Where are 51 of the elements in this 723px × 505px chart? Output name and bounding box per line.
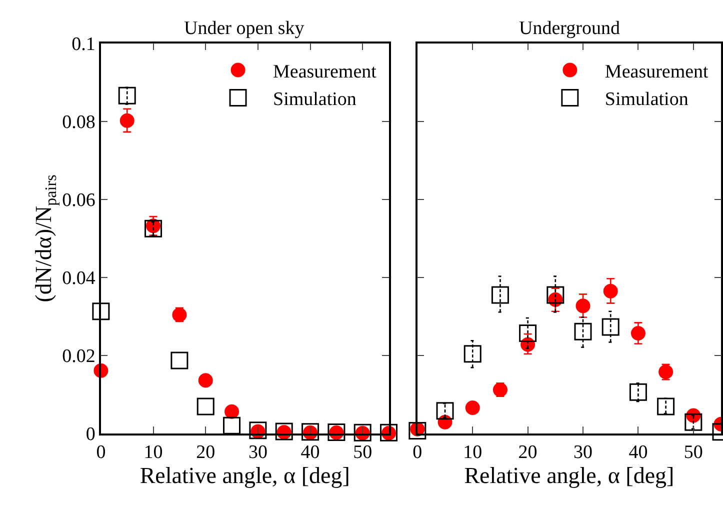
x-tick-label: 50 xyxy=(353,442,372,464)
chart-title: Under open sky xyxy=(184,18,305,39)
legend-label: Simulation xyxy=(604,89,689,110)
point xyxy=(170,352,188,370)
x-tick-label: 20 xyxy=(196,442,216,464)
point xyxy=(629,383,647,401)
x-tick-label: 30 xyxy=(574,442,593,464)
x-tick-label: 50 xyxy=(684,442,703,464)
x-tick-label: 10 xyxy=(144,442,163,464)
point xyxy=(576,298,590,314)
y-tick-label: 0.1 xyxy=(72,34,96,56)
y-tick-label: 0.02 xyxy=(62,346,96,368)
point xyxy=(224,404,240,419)
x-tick-label: 40 xyxy=(300,442,320,464)
x-axis-title: Relative angle, α [deg] xyxy=(464,463,674,488)
point xyxy=(436,402,454,420)
x-tick-label: 0 xyxy=(412,442,422,464)
legend-label: Measurement xyxy=(273,61,378,82)
point xyxy=(684,413,702,431)
y-tick-label: 0.04 xyxy=(62,268,96,290)
point xyxy=(118,86,136,104)
point xyxy=(198,373,213,388)
y-tick-label: 0.06 xyxy=(62,190,96,212)
point xyxy=(492,382,508,398)
point xyxy=(491,286,509,304)
x-tick-label: 20 xyxy=(518,442,538,464)
point xyxy=(546,286,564,304)
point xyxy=(464,345,482,363)
x-tick-label: 30 xyxy=(248,442,268,464)
point xyxy=(223,416,241,434)
point xyxy=(519,324,537,342)
point xyxy=(465,400,480,415)
point xyxy=(120,113,134,128)
point xyxy=(603,284,618,298)
point xyxy=(408,422,426,440)
chart-title: Underground xyxy=(519,18,620,39)
point xyxy=(574,322,592,340)
x-axis-title: Relative angle, α [deg] xyxy=(140,463,350,488)
point xyxy=(658,364,674,380)
legend-label: Measurement xyxy=(604,61,710,82)
y-tick-label: 0 xyxy=(86,424,96,446)
legend-label: Simulation xyxy=(273,89,357,110)
point xyxy=(196,398,214,416)
point xyxy=(144,220,162,238)
point xyxy=(630,326,646,340)
point xyxy=(92,302,110,320)
y-tick-label: 0.08 xyxy=(62,112,96,134)
point xyxy=(602,318,620,336)
x-tick-label: 10 xyxy=(463,442,482,464)
point xyxy=(657,398,675,416)
x-tick-label: 40 xyxy=(628,442,648,464)
